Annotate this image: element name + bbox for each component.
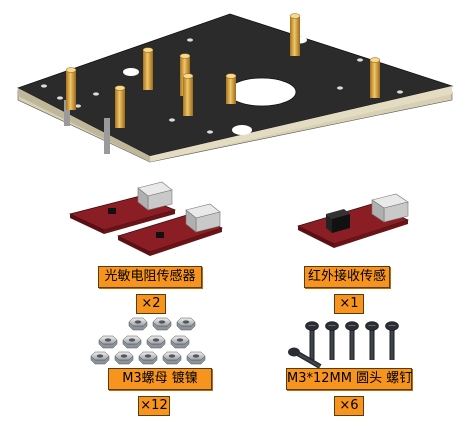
round-head-screw xyxy=(385,321,399,360)
round-head-screw-icon xyxy=(288,321,399,369)
round-head-screw xyxy=(305,321,319,360)
screw-label: M3*12MM 圆头 螺钉 xyxy=(286,368,412,390)
hex-nut xyxy=(186,351,206,365)
ir-receiver-label: 红外接收传感 xyxy=(304,266,390,288)
nut-quantity: ×12 xyxy=(138,396,170,416)
round-head-screw xyxy=(345,321,359,360)
brass-standoff-icon xyxy=(65,13,381,128)
hex-nut xyxy=(122,335,142,349)
hex-nut xyxy=(90,351,110,365)
screw-quantity: ×6 xyxy=(334,396,364,416)
round-head-screw xyxy=(325,321,339,360)
hex-nut-icon xyxy=(90,317,206,365)
hex-nut xyxy=(138,351,158,365)
round-head-screw xyxy=(365,321,379,360)
ir-receiver-quantity: ×1 xyxy=(334,294,364,314)
hex-nut xyxy=(176,317,196,331)
light-sensor-label: 光敏电阻传感器 xyxy=(98,266,202,288)
hex-nut xyxy=(152,317,172,331)
light-sensor-module-icon xyxy=(68,181,223,256)
hex-nut xyxy=(162,351,182,365)
round-head-screw xyxy=(288,347,322,369)
hex-nut xyxy=(128,317,148,331)
hex-nut xyxy=(170,335,190,349)
hex-nut xyxy=(146,335,166,349)
hex-nut xyxy=(98,335,118,349)
nut-label: M3螺母 镀镍 xyxy=(108,368,212,390)
ir-receiver-module-icon xyxy=(297,193,409,248)
light-sensor-quantity: ×2 xyxy=(136,294,166,314)
hex-nut xyxy=(114,351,134,365)
